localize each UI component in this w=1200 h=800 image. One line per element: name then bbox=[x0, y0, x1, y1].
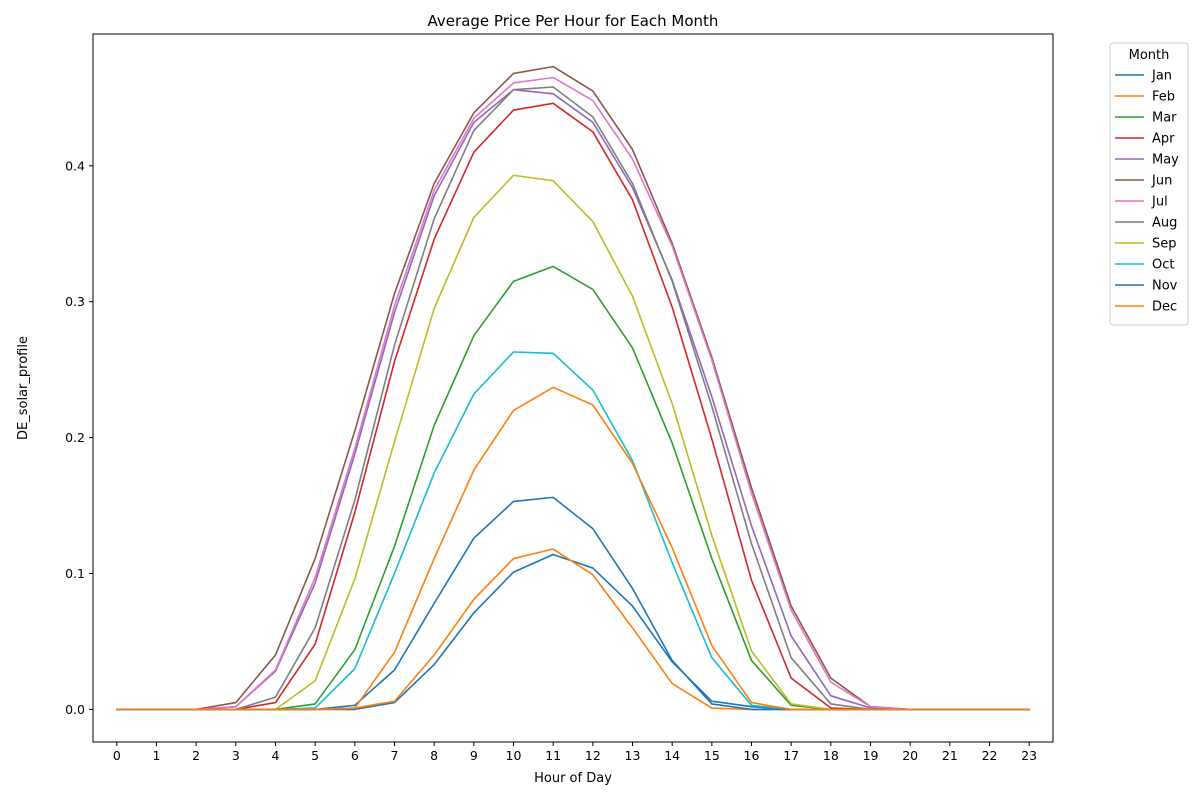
y-tick-label: 0.0 bbox=[65, 702, 85, 717]
x-tick-label: 7 bbox=[391, 748, 399, 763]
x-tick-label: 5 bbox=[311, 748, 319, 763]
x-tick-label: 15 bbox=[704, 748, 720, 763]
x-tick-label: 23 bbox=[1021, 748, 1037, 763]
x-tick-label: 1 bbox=[152, 748, 160, 763]
x-tick-label: 18 bbox=[823, 748, 839, 763]
y-tick-label: 0.1 bbox=[65, 566, 85, 581]
x-tick-label: 16 bbox=[744, 748, 760, 763]
x-tick-label: 17 bbox=[783, 748, 799, 763]
y-tick-label: 0.3 bbox=[65, 294, 85, 309]
legend-label-jul: Jul bbox=[1151, 195, 1168, 210]
x-tick-label: 6 bbox=[351, 748, 359, 763]
x-tick-label: 11 bbox=[545, 748, 561, 763]
x-tick-label: 20 bbox=[902, 748, 918, 763]
legend-title: Month bbox=[1129, 48, 1170, 63]
legend-label-sep: Sep bbox=[1152, 237, 1177, 252]
series-line-dec bbox=[116, 386, 1030, 711]
legend-label-oct: Oct bbox=[1152, 258, 1174, 273]
legend-label-jan: Jan bbox=[1151, 69, 1172, 84]
plot-frame bbox=[92, 33, 1054, 743]
x-tick-label: 21 bbox=[942, 748, 958, 763]
legend-label-apr: Apr bbox=[1152, 132, 1175, 147]
series-layer bbox=[116, 65, 1030, 711]
x-axis: 0 1 2 3 4 5 6 7 8 9 10 11 12 13 14 15 16 17 18 19 20 21 22 23 bbox=[113, 742, 1037, 763]
legend-label-aug: Aug bbox=[1152, 216, 1177, 231]
legend-label-mar: Mar bbox=[1152, 111, 1177, 126]
x-tick-label: 22 bbox=[982, 748, 998, 763]
x-tick-label: 4 bbox=[272, 748, 280, 763]
legend-label-dec: Dec bbox=[1152, 300, 1177, 315]
x-tick-label: 2 bbox=[192, 748, 200, 763]
y-axis: 0.0 0.1 0.2 0.3 0.4 bbox=[65, 158, 93, 717]
y-tick-label: 0.4 bbox=[65, 158, 85, 173]
x-tick-label: 9 bbox=[470, 748, 478, 763]
legend-label-jun: Jun bbox=[1151, 174, 1172, 189]
series-line-may bbox=[116, 88, 1030, 711]
legend-label-may: May bbox=[1152, 153, 1179, 168]
y-axis-title: DE_solar_profile bbox=[16, 336, 31, 440]
x-tick-label: 19 bbox=[863, 748, 879, 763]
x-tick-label: 10 bbox=[506, 748, 522, 763]
x-tick-label: 12 bbox=[585, 748, 601, 763]
x-tick-label: 8 bbox=[430, 748, 438, 763]
x-tick-label: 13 bbox=[625, 748, 641, 763]
x-tick-label: 0 bbox=[113, 748, 121, 763]
legend: Month Jan Feb Mar Apr May Jun Jul Aug Sep Oct Nov D… bbox=[1109, 42, 1189, 326]
legend-label-feb: Feb bbox=[1152, 90, 1175, 105]
x-tick-label: 14 bbox=[664, 748, 680, 763]
x-tick-label: 3 bbox=[232, 748, 240, 763]
legend-box bbox=[1109, 42, 1189, 326]
legend-label-nov: Nov bbox=[1152, 279, 1178, 294]
y-tick-label: 0.2 bbox=[65, 430, 85, 445]
chart-title: Average Price Per Hour for Each Month bbox=[428, 12, 719, 30]
series-line-jul bbox=[116, 76, 1030, 711]
x-axis-title: Hour of Day bbox=[534, 771, 612, 786]
